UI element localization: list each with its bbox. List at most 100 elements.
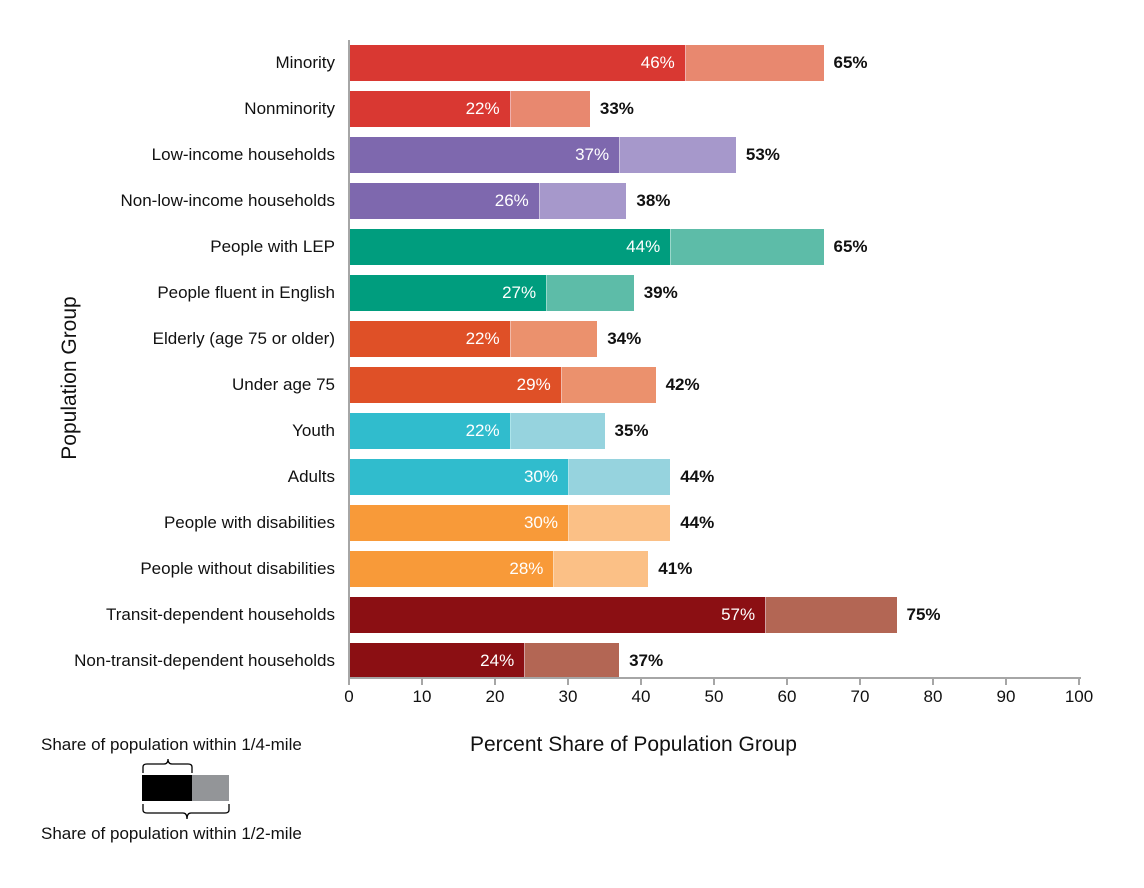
category-label: People with LEP xyxy=(210,237,335,256)
category-label: Non-transit-dependent households xyxy=(74,651,335,670)
bar-quarter-mile xyxy=(349,413,511,449)
category-label: People with disabilities xyxy=(163,513,335,532)
x-tick-label: 60 xyxy=(777,687,797,706)
bar-half-mile: 30% xyxy=(349,505,671,541)
half-mile-value: 38% xyxy=(636,191,671,210)
x-tick-label: 80 xyxy=(923,687,943,706)
half-mile-value: 42% xyxy=(665,375,700,394)
half-mile-value: 33% xyxy=(599,99,634,118)
bar-quarter-mile xyxy=(349,597,767,633)
bar-half-mile: 22% xyxy=(349,413,605,449)
category-label: People without disabilities xyxy=(140,559,335,578)
bar-quarter-mile xyxy=(349,459,569,495)
category-label: People fluent in English xyxy=(157,283,335,302)
y-axis-title: Population Group xyxy=(58,296,81,460)
x-tick-mark xyxy=(640,677,642,685)
bar-half-mile: 29% xyxy=(349,367,656,403)
half-mile-value: 34% xyxy=(607,329,642,348)
quarter-mile-value: 24% xyxy=(480,651,515,670)
category-label: Elderly (age 75 or older) xyxy=(152,329,335,348)
bar-half-mile: 22% xyxy=(349,321,598,357)
bar-quarter-mile xyxy=(349,91,511,127)
half-mile-value: 75% xyxy=(906,605,941,624)
quarter-mile-value: 37% xyxy=(575,145,610,164)
x-tick-mark xyxy=(859,677,861,685)
y-axis-line xyxy=(348,40,350,680)
bar-quarter-mile xyxy=(349,367,562,403)
bar-quarter-mile xyxy=(349,275,548,311)
bar-quarter-mile xyxy=(349,321,511,357)
x-tick-label: 50 xyxy=(704,687,724,706)
bar-half-mile: 26% xyxy=(349,183,627,219)
x-tick-mark xyxy=(932,677,934,685)
bar-quarter-mile xyxy=(349,137,621,173)
quarter-mile-value: 30% xyxy=(523,467,558,486)
legend-swatch-quarter-mile xyxy=(142,775,192,801)
quarter-mile-value: 22% xyxy=(465,99,500,118)
bar-half-mile: 27% xyxy=(349,275,634,311)
x-tick-label: 70 xyxy=(850,687,870,706)
category-label: Transit-dependent households xyxy=(105,605,335,624)
category-label: Low-income households xyxy=(151,145,335,164)
half-mile-value: 53% xyxy=(745,145,780,164)
half-mile-value: 37% xyxy=(629,651,664,670)
quarter-mile-value: 57% xyxy=(721,605,756,624)
quarter-mile-value: 30% xyxy=(523,513,558,532)
x-tick-mark xyxy=(713,677,715,685)
x-tick-label: 40 xyxy=(631,687,651,706)
quarter-mile-value: 44% xyxy=(626,237,661,256)
legend-label-half-mile: Share of population within 1/2-mile xyxy=(41,824,302,843)
half-mile-value: 65% xyxy=(833,237,868,256)
x-tick-label: 0 xyxy=(344,687,354,706)
bar-half-mile: 30% xyxy=(349,459,671,495)
x-tick-label: 90 xyxy=(996,687,1016,706)
bar-half-mile: 37% xyxy=(349,137,736,173)
quarter-mile-value: 28% xyxy=(509,559,544,578)
bar-half-mile: 46% xyxy=(349,45,824,81)
quarter-mile-value: 29% xyxy=(516,375,551,394)
half-mile-value: 35% xyxy=(614,421,649,440)
half-mile-value: 44% xyxy=(680,513,715,532)
bar-quarter-mile xyxy=(349,643,526,679)
bar-quarter-mile xyxy=(349,183,540,219)
quarter-mile-value: 26% xyxy=(494,191,529,210)
legend-brace-bottom-icon xyxy=(142,804,230,820)
bar-quarter-mile xyxy=(349,505,569,541)
x-tick-label: 100 xyxy=(1064,687,1094,706)
category-label: Adults xyxy=(287,467,335,486)
category-label: Minority xyxy=(275,53,335,72)
bar-half-mile: 28% xyxy=(349,551,649,587)
x-tick-mark xyxy=(1078,677,1080,685)
x-tick-mark xyxy=(348,677,350,685)
bar-quarter-mile xyxy=(349,229,672,265)
category-label: Under age 75 xyxy=(231,375,335,394)
bar-half-mile: 57% xyxy=(349,597,897,633)
half-mile-value: 65% xyxy=(833,53,868,72)
quarter-mile-value: 27% xyxy=(502,283,537,302)
quarter-mile-value: 22% xyxy=(465,329,500,348)
bar-half-mile: 44% xyxy=(349,229,824,265)
half-mile-value: 41% xyxy=(658,559,693,578)
quarter-mile-value: 22% xyxy=(465,421,500,440)
category-label: Youth xyxy=(292,421,335,440)
bar-quarter-mile xyxy=(349,551,555,587)
legend-brace-top-icon xyxy=(142,758,193,773)
x-tick-mark xyxy=(567,677,569,685)
bar-quarter-mile xyxy=(349,45,686,81)
x-tick-label: 10 xyxy=(412,687,432,706)
x-tick-mark xyxy=(494,677,496,685)
bar-half-mile: 22% xyxy=(349,91,590,127)
x-tick-mark xyxy=(786,677,788,685)
legend-swatch-half-mile xyxy=(192,775,229,801)
x-tick-label: 30 xyxy=(558,687,578,706)
quarter-mile-value: 46% xyxy=(640,53,675,72)
category-label: Nonminority xyxy=(244,99,335,118)
bar-half-mile: 24% xyxy=(349,643,620,679)
category-label: Non-low-income households xyxy=(120,191,335,210)
half-mile-value: 44% xyxy=(680,467,715,486)
x-tick-mark xyxy=(1005,677,1007,685)
x-tick-mark xyxy=(421,677,423,685)
x-tick-label: 20 xyxy=(485,687,505,706)
half-mile-value: 39% xyxy=(643,283,678,302)
